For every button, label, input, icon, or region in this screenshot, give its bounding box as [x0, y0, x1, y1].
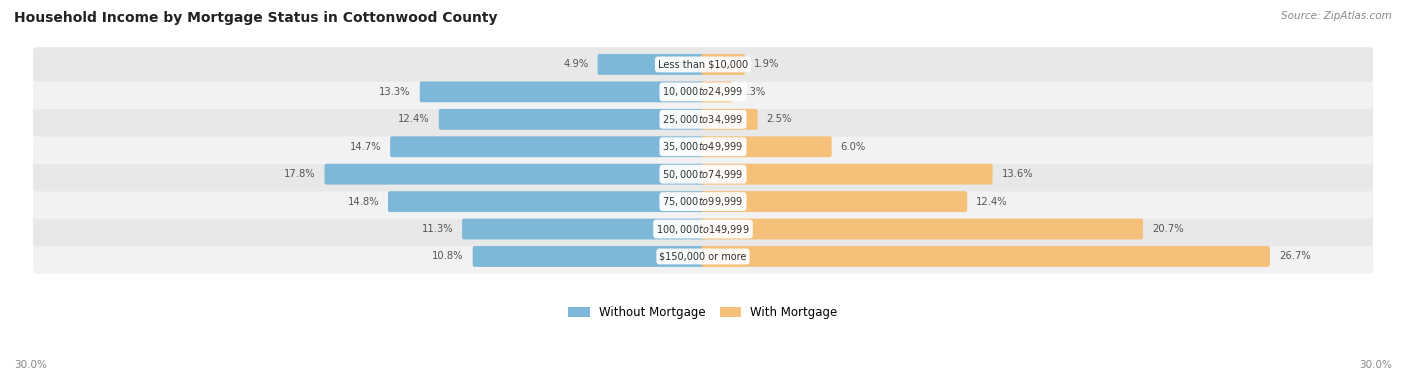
FancyBboxPatch shape: [32, 74, 1374, 109]
FancyBboxPatch shape: [32, 157, 1374, 191]
Text: 11.3%: 11.3%: [422, 224, 453, 234]
Text: $150,000 or more: $150,000 or more: [659, 251, 747, 262]
Text: 4.9%: 4.9%: [564, 59, 589, 70]
Text: 17.8%: 17.8%: [284, 169, 315, 179]
Text: $75,000 to $99,999: $75,000 to $99,999: [662, 195, 744, 208]
Text: 6.0%: 6.0%: [841, 142, 866, 152]
FancyBboxPatch shape: [32, 184, 1374, 219]
Text: 2.5%: 2.5%: [766, 114, 792, 124]
FancyBboxPatch shape: [439, 109, 704, 130]
FancyBboxPatch shape: [325, 164, 704, 184]
FancyBboxPatch shape: [702, 81, 733, 102]
Text: 12.4%: 12.4%: [976, 197, 1008, 207]
Text: 14.7%: 14.7%: [350, 142, 381, 152]
FancyBboxPatch shape: [472, 246, 704, 267]
FancyBboxPatch shape: [598, 54, 704, 75]
Text: Less than $10,000: Less than $10,000: [658, 59, 748, 70]
FancyBboxPatch shape: [32, 212, 1374, 246]
Text: $25,000 to $34,999: $25,000 to $34,999: [662, 113, 744, 126]
Text: 13.3%: 13.3%: [380, 87, 411, 97]
FancyBboxPatch shape: [702, 136, 832, 157]
Text: 20.7%: 20.7%: [1152, 224, 1184, 234]
FancyBboxPatch shape: [702, 164, 993, 184]
FancyBboxPatch shape: [388, 191, 704, 212]
Legend: Without Mortgage, With Mortgage: Without Mortgage, With Mortgage: [564, 301, 842, 324]
Text: 30.0%: 30.0%: [1360, 361, 1392, 370]
FancyBboxPatch shape: [463, 218, 704, 239]
FancyBboxPatch shape: [702, 109, 758, 130]
Text: 26.7%: 26.7%: [1279, 251, 1310, 262]
FancyBboxPatch shape: [702, 191, 967, 212]
Text: 1.9%: 1.9%: [754, 59, 779, 70]
FancyBboxPatch shape: [32, 102, 1374, 136]
FancyBboxPatch shape: [32, 47, 1374, 82]
Text: 30.0%: 30.0%: [14, 361, 46, 370]
Text: 10.8%: 10.8%: [432, 251, 464, 262]
Text: $10,000 to $24,999: $10,000 to $24,999: [662, 85, 744, 98]
Text: 1.3%: 1.3%: [741, 87, 766, 97]
Text: $50,000 to $74,999: $50,000 to $74,999: [662, 168, 744, 181]
FancyBboxPatch shape: [420, 81, 704, 102]
FancyBboxPatch shape: [702, 218, 1143, 239]
Text: 14.8%: 14.8%: [347, 197, 380, 207]
FancyBboxPatch shape: [702, 246, 1270, 267]
Text: 12.4%: 12.4%: [398, 114, 430, 124]
Text: Household Income by Mortgage Status in Cottonwood County: Household Income by Mortgage Status in C…: [14, 11, 498, 25]
FancyBboxPatch shape: [702, 54, 745, 75]
Text: $35,000 to $49,999: $35,000 to $49,999: [662, 140, 744, 153]
Text: $100,000 to $149,999: $100,000 to $149,999: [657, 223, 749, 235]
FancyBboxPatch shape: [389, 136, 704, 157]
Text: Source: ZipAtlas.com: Source: ZipAtlas.com: [1281, 11, 1392, 21]
Text: 13.6%: 13.6%: [1001, 169, 1033, 179]
FancyBboxPatch shape: [32, 129, 1374, 164]
FancyBboxPatch shape: [32, 239, 1374, 274]
